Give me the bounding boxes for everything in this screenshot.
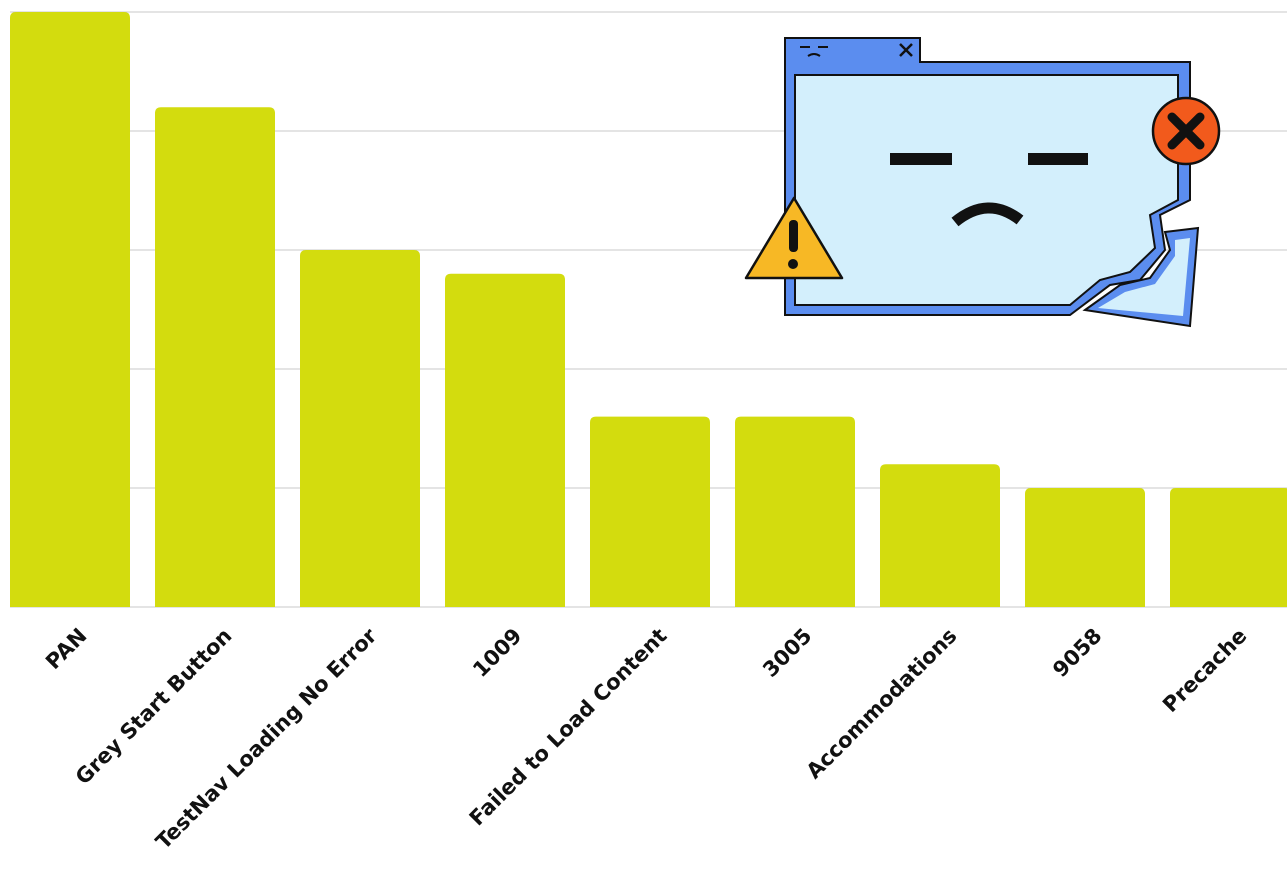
x-tick-label: Precache — [1158, 624, 1252, 718]
x-tick-label: PAN — [41, 624, 91, 674]
x-tick-label: 3005 — [758, 624, 816, 682]
bar — [1170, 488, 1287, 607]
x-tick-label: Accommodations — [802, 624, 962, 784]
bar — [300, 250, 420, 607]
bar — [445, 273, 565, 607]
bar — [1025, 488, 1145, 607]
bar — [10, 12, 130, 607]
x-tick-label: 9058 — [1048, 624, 1106, 682]
bar — [880, 464, 1000, 607]
x-tick-label: 1009 — [468, 624, 526, 682]
bar — [155, 107, 275, 607]
bar — [735, 416, 855, 607]
bar — [590, 416, 710, 607]
x-tick-label: Grey Start Button — [71, 624, 237, 790]
error-illustration — [744, 37, 1221, 328]
